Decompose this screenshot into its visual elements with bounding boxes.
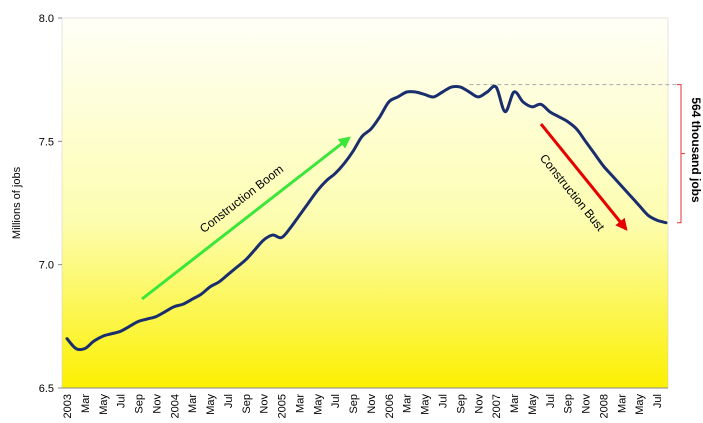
x-tick-label: Sep (348, 394, 360, 414)
x-tick-label: Jul (437, 394, 449, 408)
x-tick-label: May (527, 394, 539, 415)
bust-arrow (539, 123, 628, 231)
x-tick-label: Sep (134, 394, 146, 414)
plot-area (61, 17, 669, 389)
y-tick-label: 6.5 (39, 383, 54, 395)
x-axis: 2003 Mar May Jul Sep Nov 2004 Mar May Jul Sep Nov 20… (62, 387, 668, 418)
x-tick-label: Mar (616, 394, 628, 413)
x-tick-label: 2004 (169, 394, 181, 418)
x-tick-label: Nov (259, 394, 271, 414)
x-tick-label: 2005 (277, 394, 289, 418)
x-tick-label: Jul (545, 394, 557, 408)
x-tick-label: May (420, 394, 432, 415)
x-tick-label: 2007 (491, 394, 503, 418)
boom-arrow (141, 136, 351, 301)
x-tick-label: May (312, 394, 324, 415)
x-tick-label: Nov (581, 394, 593, 414)
y-tick-label: 8.0 (39, 13, 54, 25)
x-tick-label: Jul (330, 394, 342, 408)
x-tick-label: May (634, 394, 646, 415)
y-tick-label: 7.0 (39, 260, 54, 272)
x-tick-label: Sep (455, 394, 467, 414)
jobs-series-line (65, 84, 668, 352)
x-tick-label: May (98, 394, 110, 415)
x-tick-label: Sep (563, 394, 575, 414)
x-tick-label: 2008 (598, 394, 610, 418)
y-axis: 6.5 7.0 7.5 8.0 (39, 13, 62, 395)
x-tick-label: May (205, 394, 217, 415)
x-tick-label: Mar (402, 394, 414, 413)
x-tick-label: Nov (366, 394, 378, 414)
x-tick-label: Mar (80, 394, 92, 413)
y-axis-label: Millions of jobs (11, 166, 23, 239)
x-tick-label: Nov (151, 394, 163, 414)
x-tick-label: Mar (509, 394, 521, 413)
y-tick-label: 7.5 (39, 136, 54, 148)
x-tick-label: Jul (223, 394, 235, 408)
x-tick-label: Nov (473, 394, 485, 414)
x-tick-label: Mar (294, 394, 306, 413)
x-tick-label: 2003 (62, 394, 74, 418)
x-tick-label: 2006 (384, 394, 396, 418)
x-tick-label: Jul (116, 394, 128, 408)
side-label: 564 thousand jobs (689, 97, 703, 203)
bust-bracket (677, 84, 685, 224)
x-tick-label: Jul (652, 394, 664, 408)
x-tick-label: Sep (241, 394, 253, 414)
x-tick-label: Mar (187, 394, 199, 413)
